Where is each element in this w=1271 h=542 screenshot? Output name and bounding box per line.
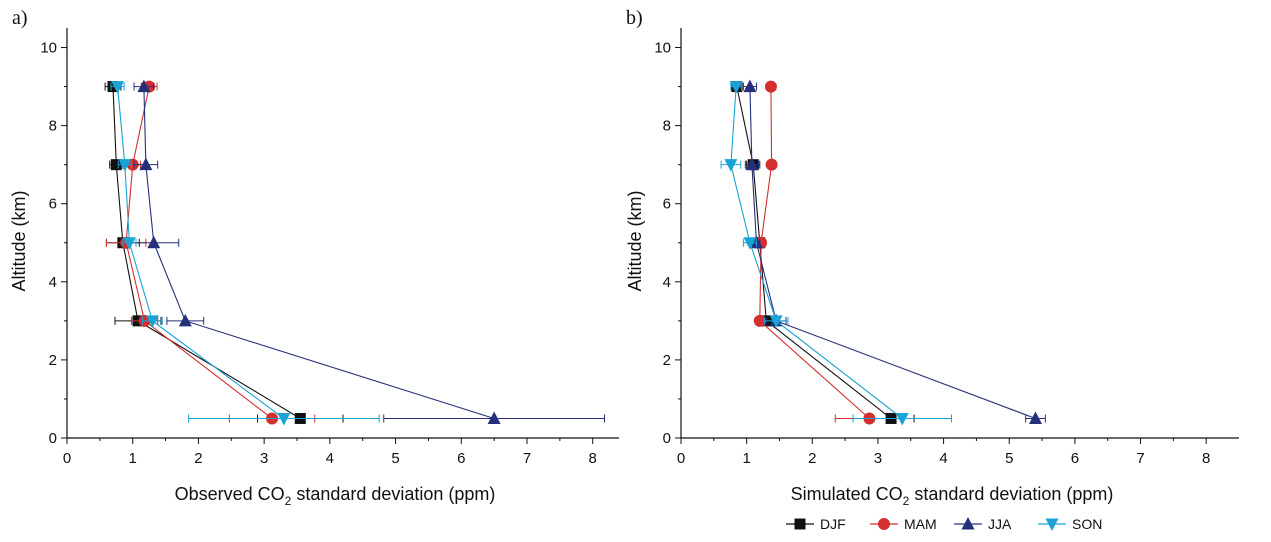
legend-label: SON [1072, 516, 1102, 532]
x-axis-label-tail: standard deviation (ppm) [909, 484, 1113, 504]
y-axis-label: Altitude (km) [625, 190, 645, 291]
x-axis-label: Observed CO2 standard deviation (ppm) [175, 484, 496, 508]
data-point-son [895, 412, 909, 426]
legend-label: JJA [988, 516, 1012, 532]
legend-item-mam: MAM [870, 516, 937, 532]
y-tick-label: 6 [663, 196, 671, 213]
y-tick-label: 4 [49, 274, 57, 291]
series-line-mam [759, 86, 870, 419]
legend-label: MAM [904, 516, 937, 532]
legend-item-djf: DJF [786, 516, 846, 532]
x-axis-label-tail: standard deviation (ppm) [291, 484, 495, 504]
data-point-son [769, 315, 783, 328]
data-point-son [111, 81, 125, 94]
panel-b: 0 1 2 3 4 5 6 7 8 0 2 4 6 8 10 b) Altitude (km) Simulated… [625, 7, 1239, 508]
data-point-jja [745, 157, 759, 171]
data-point-jja [147, 235, 161, 249]
y-tick-label: 10 [40, 40, 57, 57]
x-tick-label: 3 [874, 450, 882, 467]
series-line-mam [125, 86, 273, 419]
x-tick-label: 4 [939, 450, 947, 467]
legend-label: DJF [820, 516, 846, 532]
x-tick-label: 0 [63, 450, 71, 467]
data-point-mam [764, 80, 777, 93]
x-axis-label-subscript: 2 [903, 494, 910, 508]
x-tick-label: 0 [677, 450, 685, 467]
x-tick-label: 8 [589, 450, 597, 467]
series-son [110, 81, 380, 426]
series-mam [105, 80, 316, 425]
series-line-jja [143, 86, 495, 420]
legend-item-jja: JJA [954, 516, 1012, 532]
y-tick-label: 2 [49, 352, 57, 369]
panel-label: a) [12, 7, 28, 29]
legend-marker [1045, 518, 1059, 531]
x-tick-label: 1 [129, 450, 137, 467]
legend-marker [961, 517, 975, 530]
y-tick-label: 10 [654, 40, 671, 57]
y-axis-label: Altitude (km) [9, 190, 29, 291]
y-tick-label: 6 [49, 196, 57, 213]
series-line-jja [749, 86, 1036, 419]
data-point-son [729, 81, 743, 94]
series-line-son [117, 86, 285, 419]
x-tick-label: 7 [523, 450, 531, 467]
legend-item-son: SON [1038, 516, 1102, 532]
x-tick-label: 8 [1202, 450, 1210, 467]
x-tick-label: 1 [742, 450, 750, 467]
series-jja [742, 79, 1046, 424]
x-tick-label: 5 [1005, 450, 1013, 467]
x-tick-label: 2 [194, 450, 202, 467]
y-tick-label: 0 [663, 430, 671, 447]
x-tick-label: 6 [457, 450, 465, 467]
y-tick-label: 0 [49, 430, 57, 447]
y-tick-label: 2 [663, 352, 671, 369]
data-point-son [118, 159, 132, 172]
data-point-jja [139, 157, 153, 171]
data-point-son [145, 315, 159, 328]
series-line-son [730, 86, 903, 419]
data-point-son [743, 237, 757, 250]
panel-label: b) [626, 7, 643, 29]
x-tick-label: 3 [260, 450, 268, 467]
series-djf [104, 81, 344, 424]
y-tick-label: 8 [49, 118, 57, 135]
data-point-son [724, 159, 738, 172]
x-tick-label: 2 [808, 450, 816, 467]
data-point-jja [1028, 411, 1042, 424]
data-point-jja [743, 79, 757, 93]
panel-a: 0 1 2 3 4 5 6 7 8 0 2 4 6 8 10 a) Altitude (km) Observed … [9, 7, 619, 508]
x-axis-label-subscript: 2 [285, 494, 292, 508]
x-tick-label: 5 [391, 450, 399, 467]
x-axis-label-main: Observed CO [175, 484, 285, 504]
x-tick-label: 6 [1071, 450, 1079, 467]
y-tick-label: 4 [663, 274, 671, 291]
series-son [720, 81, 952, 426]
data-point-mam [753, 314, 766, 327]
legend-marker [794, 518, 806, 530]
data-point-son [277, 412, 291, 426]
legend-marker [878, 518, 890, 530]
series-mam [753, 80, 905, 425]
data-point-jja [137, 79, 151, 93]
y-tick-label: 8 [663, 118, 671, 135]
x-axis-label: Simulated CO2 standard deviation (ppm) [791, 484, 1114, 508]
data-point-djf [110, 159, 122, 171]
x-tick-label: 4 [326, 450, 334, 467]
series-jja [128, 79, 606, 424]
x-axis-label-main: Simulated CO [791, 484, 903, 504]
data-point-son [122, 237, 136, 250]
data-point-mam [765, 158, 778, 171]
legend: DJF MAM JJA SON [786, 516, 1102, 532]
x-tick-label: 7 [1136, 450, 1144, 467]
data-point-jja [487, 411, 501, 424]
data-point-jja [178, 313, 192, 327]
